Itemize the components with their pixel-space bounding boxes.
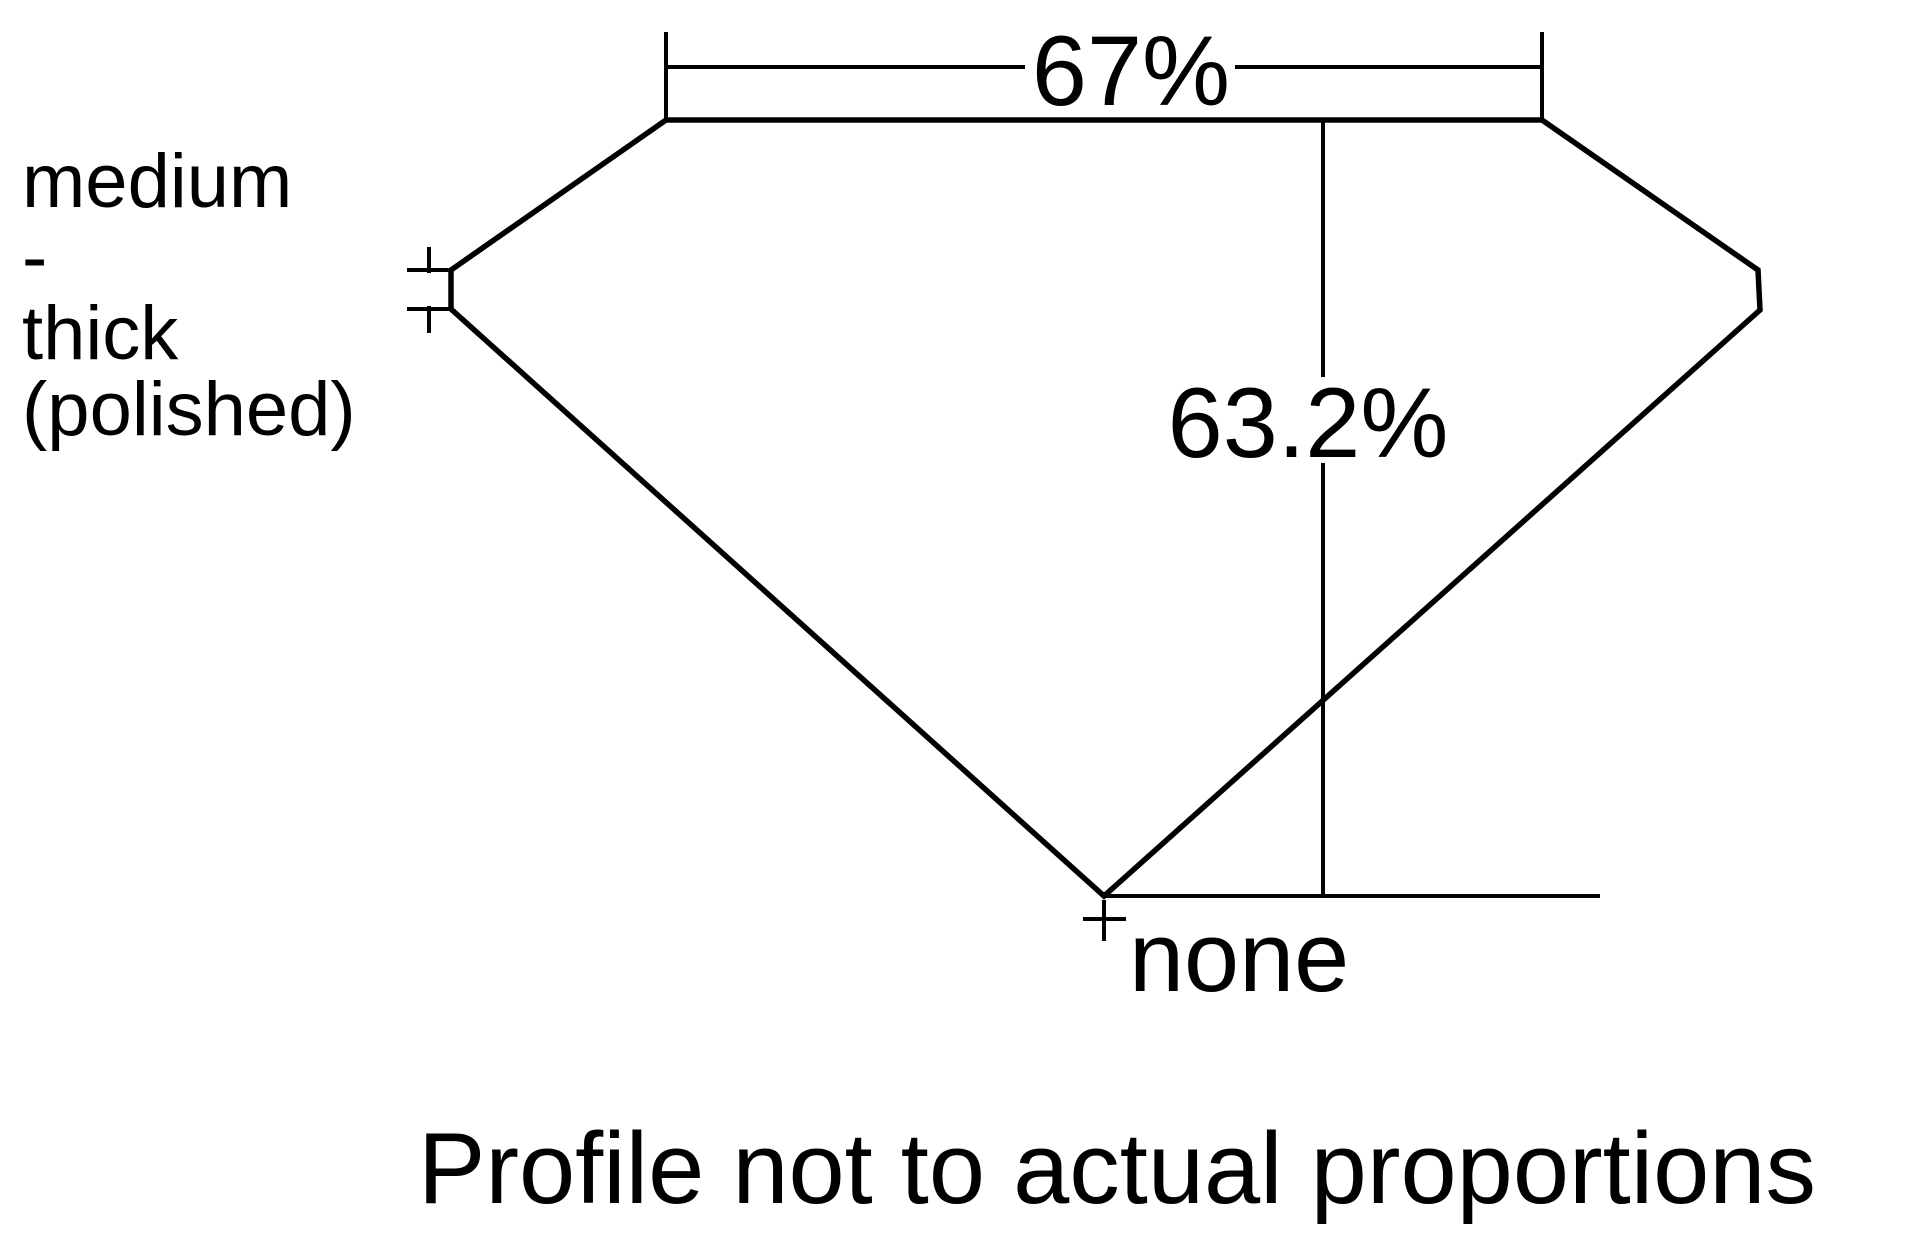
figure-caption: Profile not to actual proportions bbox=[418, 1113, 1816, 1225]
girdle-label-line-4: (polished) bbox=[22, 367, 356, 452]
culet-label: none bbox=[1129, 901, 1349, 1012]
depth-percent-label: 63.2% bbox=[1168, 367, 1449, 478]
girdle-label-line-3: thick bbox=[22, 291, 179, 376]
girdle-label-line-2: - bbox=[22, 215, 47, 300]
diamond-outline bbox=[448, 117, 1763, 900]
girdle-thickness-label: medium - thick (polished) bbox=[22, 139, 356, 452]
table-percent-label: 67% bbox=[1032, 15, 1230, 126]
girdle-label-line-1: medium bbox=[22, 139, 292, 224]
